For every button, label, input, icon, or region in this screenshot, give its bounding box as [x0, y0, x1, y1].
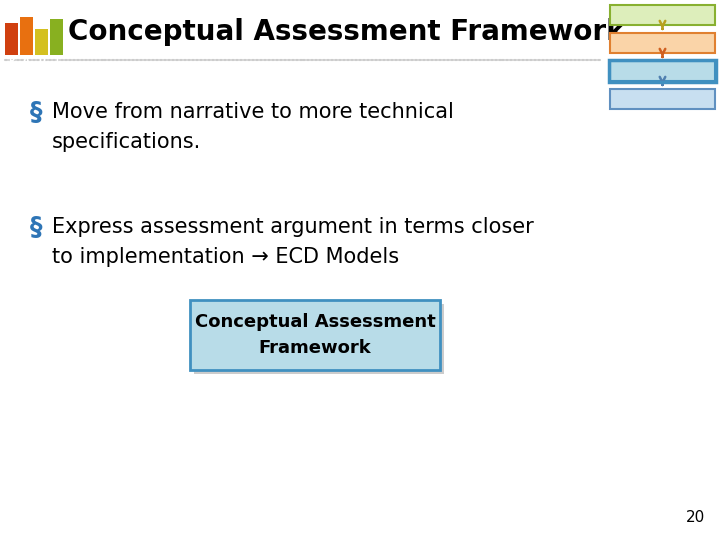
FancyBboxPatch shape — [190, 300, 440, 370]
Text: I: I — [55, 56, 58, 65]
FancyBboxPatch shape — [50, 19, 63, 55]
FancyBboxPatch shape — [194, 304, 444, 374]
Text: Conceptual Assessment
Framework: Conceptual Assessment Framework — [194, 313, 436, 357]
Text: 20: 20 — [685, 510, 705, 525]
FancyBboxPatch shape — [610, 5, 715, 25]
Text: A: A — [23, 56, 30, 65]
FancyBboxPatch shape — [610, 33, 715, 53]
FancyBboxPatch shape — [610, 61, 715, 81]
FancyBboxPatch shape — [610, 89, 715, 109]
Text: Conceptual Assessment Framework: Conceptual Assessment Framework — [68, 18, 625, 46]
FancyBboxPatch shape — [35, 29, 48, 55]
FancyBboxPatch shape — [20, 17, 33, 55]
Text: Move from narrative to more technical
specifications.: Move from narrative to more technical sp… — [52, 102, 454, 152]
Text: D: D — [38, 56, 45, 65]
FancyBboxPatch shape — [5, 23, 18, 55]
Text: §: § — [30, 100, 42, 124]
Text: Express assessment argument in terms closer
to implementation → ECD Models: Express assessment argument in terms clo… — [52, 217, 534, 267]
Text: P: P — [9, 56, 14, 65]
Text: §: § — [30, 215, 42, 239]
